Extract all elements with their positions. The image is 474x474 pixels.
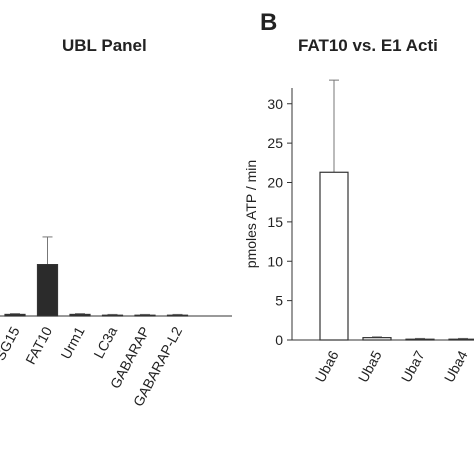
- x-tick-label: Uba6: [312, 348, 342, 385]
- bar: [101, 314, 124, 317]
- x-tick-label: Urm1: [57, 324, 87, 362]
- y-tick-label: 15: [267, 214, 283, 230]
- bar: [69, 313, 91, 317]
- bar: [134, 314, 156, 317]
- bar: [319, 171, 349, 341]
- y-tick-label: 5: [275, 293, 283, 309]
- x-tick-label: Uba7: [398, 348, 428, 385]
- y-tick-label: 30: [267, 96, 283, 112]
- bar: [448, 338, 474, 341]
- chart-title: FAT10 vs. E1 Acti: [298, 36, 438, 55]
- y-tick-label: 20: [267, 175, 283, 191]
- bar: [36, 264, 59, 317]
- chart-title: UBL Panel: [62, 36, 147, 55]
- panel-label: B: [260, 9, 277, 36]
- x-tick-label: FAT10: [22, 324, 55, 367]
- bar: [362, 337, 392, 341]
- bar: [405, 338, 435, 341]
- x-tick-label: LC3a: [90, 324, 120, 361]
- y-axis-label: pmoles ATP / min: [243, 160, 259, 268]
- bar: [166, 314, 189, 317]
- x-tick-label: Uba4: [441, 348, 471, 385]
- x-tick-label: Uba5: [355, 348, 385, 385]
- y-tick-label: 10: [267, 253, 283, 269]
- y-tick-label: 25: [267, 135, 283, 151]
- bar: [4, 313, 26, 317]
- y-tick-label: 0: [275, 332, 283, 348]
- x-tick-label: SG15: [0, 324, 23, 363]
